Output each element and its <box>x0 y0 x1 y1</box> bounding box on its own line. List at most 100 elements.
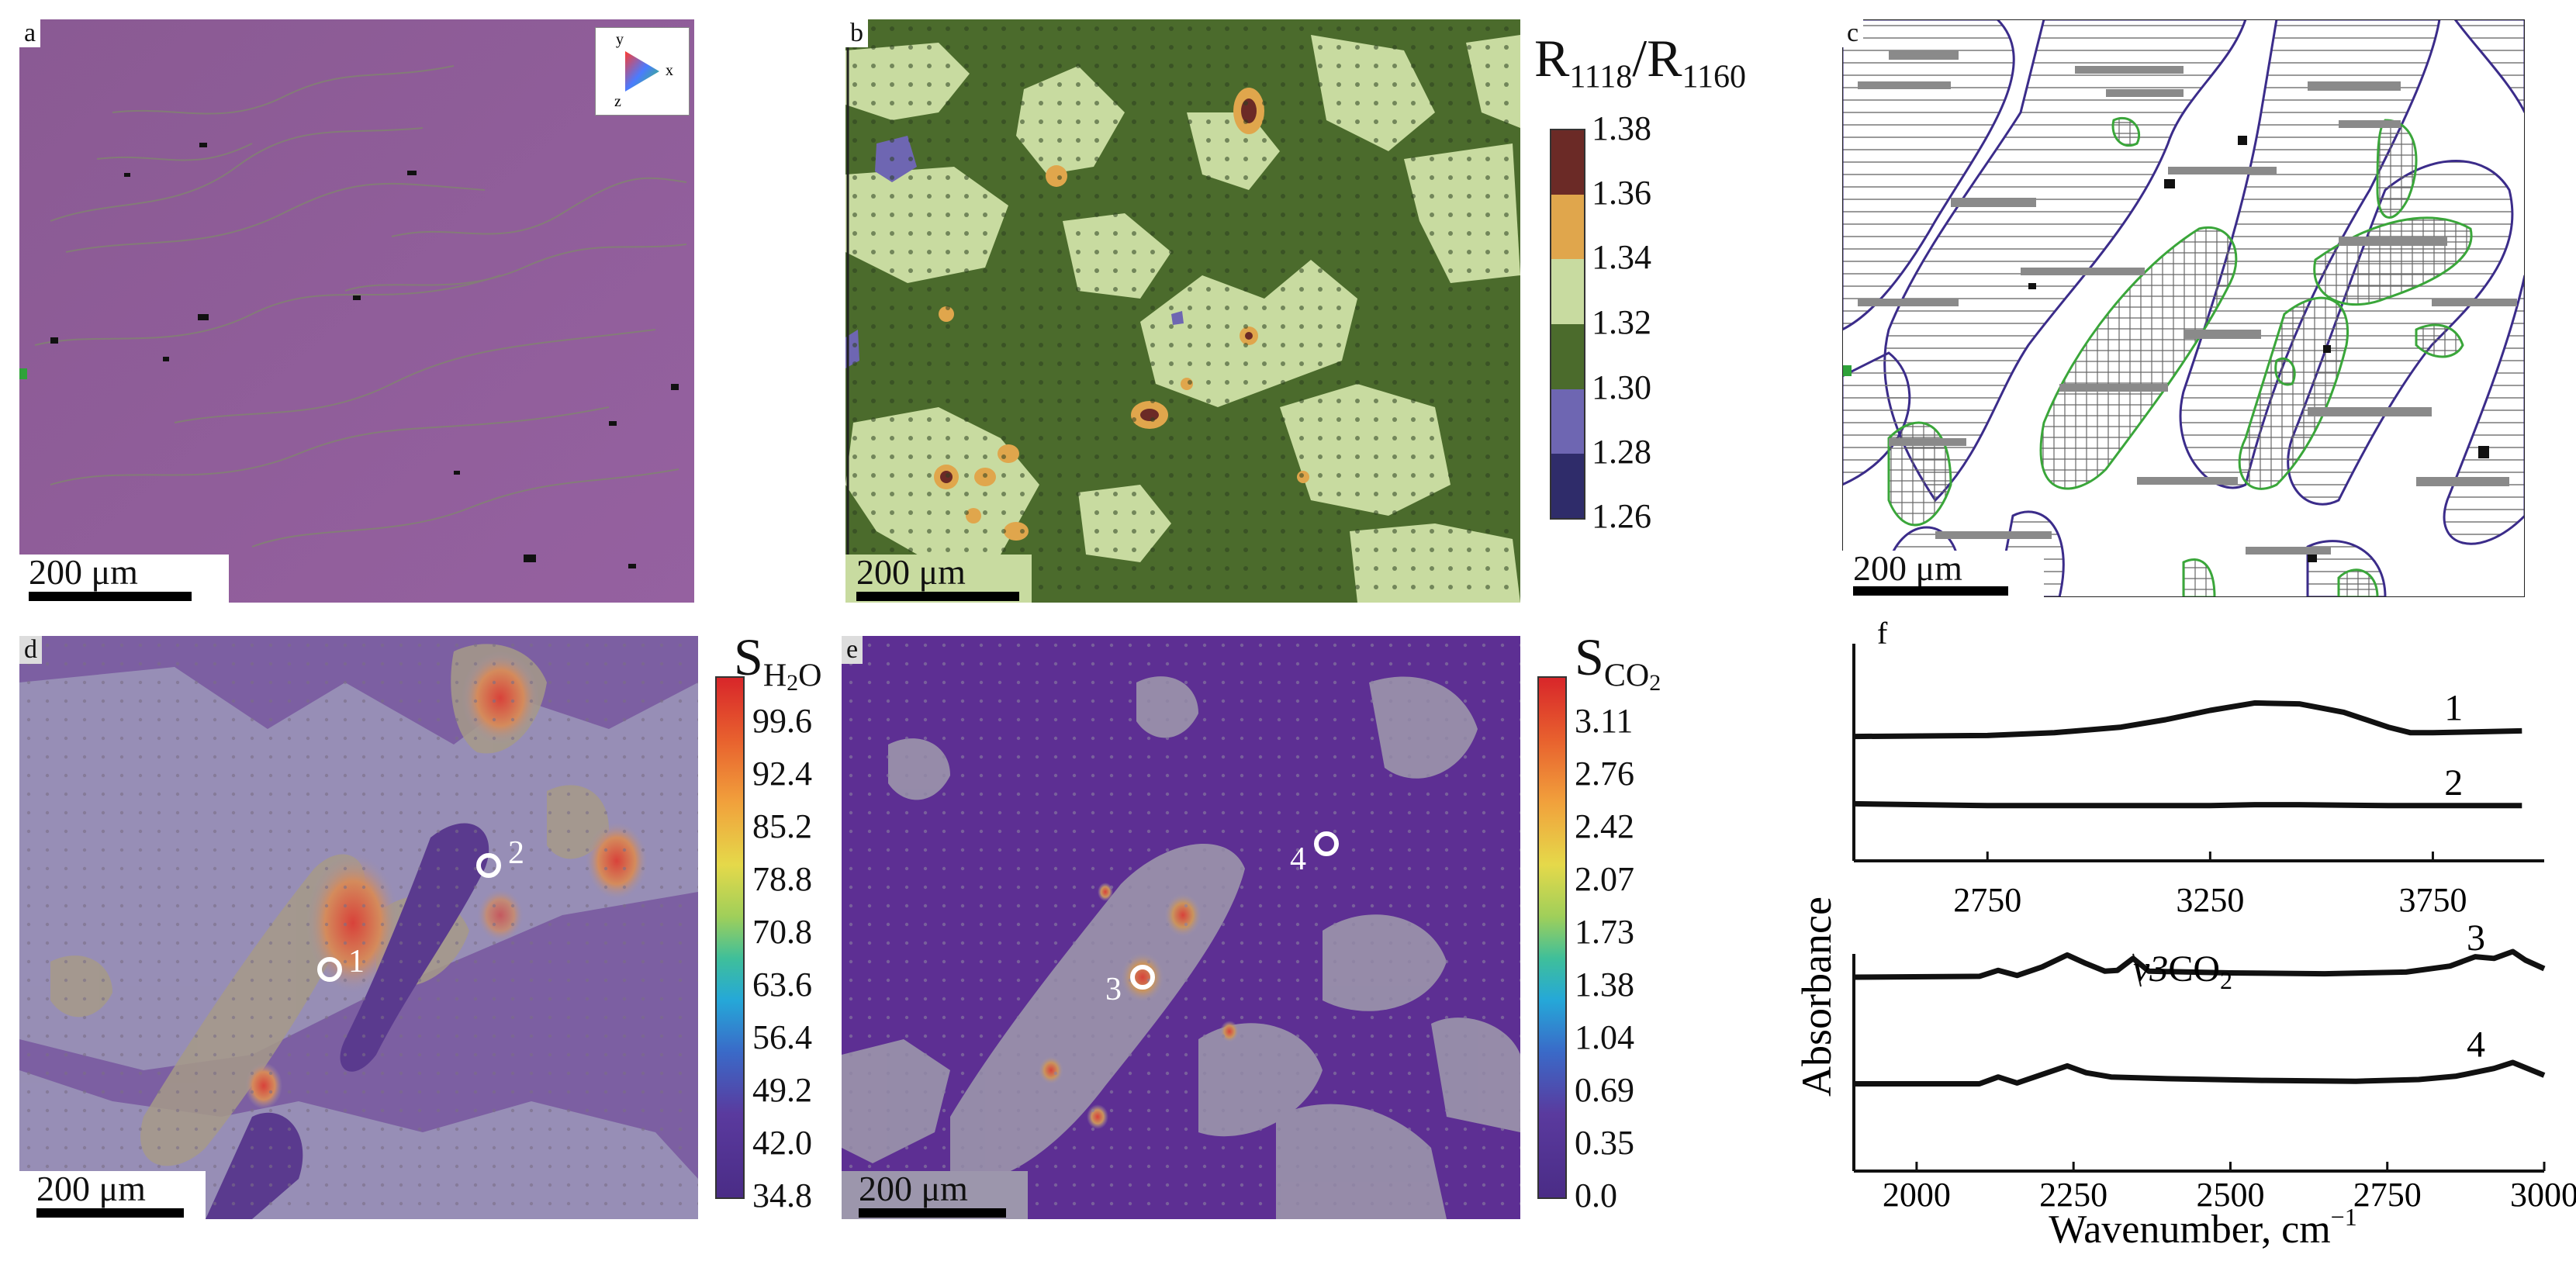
colorbar-d-title-sub-tail: O <box>798 658 822 694</box>
colorbar-e <box>1537 676 1567 1199</box>
measurement-point-4 <box>1314 831 1339 856</box>
y-axis-label: Absorbance <box>1793 897 1840 1097</box>
colorbar-b-title-sub1: 1118 <box>1569 59 1633 95</box>
panel-d: 1 2 d 200 μm <box>19 636 698 1219</box>
colorbar-b-tick: 1.28 <box>1592 433 1651 471</box>
colorbar-b-title-sep: /R <box>1632 29 1682 88</box>
colorbar-e-title-sub: CO <box>1603 658 1650 694</box>
co2-annotation-leader <box>2132 953 2142 987</box>
series-label-4: 4 <box>2467 1024 2485 1066</box>
colorbar-b-seg-4 <box>1551 324 1584 389</box>
measurement-point-1 <box>317 957 342 982</box>
x-tick-label: 3750 <box>2398 881 2467 919</box>
series-line-4 <box>1854 1059 2546 1087</box>
colorbar-d <box>715 676 745 1199</box>
panel-b-scale-bar: 200 μm <box>845 555 1032 603</box>
colorbar-d-title-sub: H <box>762 658 787 694</box>
colorbar-e-tick: 0.0 <box>1575 1176 1617 1214</box>
colorbar-e-title-main: S <box>1575 627 1604 686</box>
colorbar-d-tick: 49.2 <box>752 1071 812 1109</box>
colorbar-e-tick: 2.07 <box>1575 860 1634 898</box>
colorbar-d-tick: 99.6 <box>752 702 812 740</box>
colorbar-d-title-main: S <box>734 627 763 686</box>
colorbar-d-tick: 56.4 <box>752 1018 812 1056</box>
x-tick-label: 2750 <box>2353 1176 2422 1214</box>
panel-d-water-map <box>19 636 698 1219</box>
panel-f-label: f <box>1877 616 1888 651</box>
triad-z-label: z <box>614 93 621 110</box>
panel-b: b 200 μm <box>845 19 1520 603</box>
panel-a-scale-line <box>29 592 192 601</box>
colorbar-b-title-sub2: 1160 <box>1682 59 1746 95</box>
colorbar-d-tick: 85.2 <box>752 807 812 845</box>
panel-e-scale-bar: 200 μm <box>842 1171 1028 1219</box>
panel-c-scale-text: 200 μm <box>1853 548 1962 588</box>
colorbar-e-tick: 3.11 <box>1575 702 1634 740</box>
colorbar-d-tick: 34.8 <box>752 1176 812 1214</box>
x-tick-label: 2250 <box>2039 1176 2107 1214</box>
colorbar-b-tick: 1.30 <box>1592 368 1651 406</box>
colorbar-b-seg-5 <box>1551 389 1584 454</box>
colorbar-e-tick: 2.76 <box>1575 755 1634 793</box>
x-tick-label: 3000 <box>2510 1176 2576 1214</box>
panel-e-scale-line <box>859 1208 1006 1218</box>
colorbar-b-title-main: R <box>1534 29 1570 88</box>
series-line-2 <box>1853 800 2522 809</box>
colorbar-d-tick: 63.6 <box>752 966 812 1004</box>
orientation-triad: y x z <box>595 27 690 116</box>
colorbar-b-tick: 1.34 <box>1592 238 1651 276</box>
panel-d-scale-bar: 200 μm <box>19 1171 206 1219</box>
colorbar-e-title: SCO2 <box>1575 630 1661 710</box>
panel-b-label: b <box>845 19 868 47</box>
colorbar-e-tick: 1.04 <box>1575 1018 1634 1056</box>
series-label-1: 1 <box>2444 687 2463 728</box>
panel-a-label: a <box>19 19 41 47</box>
panel-f: f Absorbance 1 2 3 4 2750 3250 3750 2000 2250 25… <box>1769 613 2576 1268</box>
colorbar-d-tick: 78.8 <box>752 860 812 898</box>
series-line-1 <box>1853 700 2522 740</box>
panel-c-scale-bar: 200 μm <box>1842 551 2044 597</box>
series-line-3 <box>1853 948 2546 980</box>
colorbar-b-tick: 1.36 <box>1592 174 1651 212</box>
colorbar-e-tick: 1.73 <box>1575 913 1634 951</box>
panel-e-label: e <box>842 636 863 664</box>
x-axis-label: Wavenumber, cm−1 <box>2049 1203 2356 1252</box>
panel-c-scale-line <box>1853 586 2008 596</box>
colorbar-e-tick: 0.35 <box>1575 1124 1634 1162</box>
colorbar-d-tick: 70.8 <box>752 913 812 951</box>
point-label-1: 1 <box>348 944 365 980</box>
triad-icon <box>625 51 659 92</box>
colorbar-d-tick: 42.0 <box>752 1124 812 1162</box>
colorbar-b-seg-1 <box>1551 130 1584 195</box>
x-tick-label: 2750 <box>1953 881 2021 919</box>
panel-d-scale-text: 200 μm <box>36 1169 146 1208</box>
panel-b-scale-line <box>856 592 1019 601</box>
x-tick-label: 2500 <box>2196 1176 2264 1214</box>
panel-e-scale-text: 200 μm <box>859 1169 968 1208</box>
co2-annotation-text: v3CO2 <box>2133 948 2232 994</box>
panel-d-label: d <box>19 636 42 664</box>
series-layer: 1 2 3 4 <box>1853 687 2546 1087</box>
axes-layer <box>1852 644 2546 1173</box>
x-tick-label: 3250 <box>2176 881 2244 919</box>
spectra-chart: f Absorbance 1 2 3 4 2750 3250 3750 2000 2250 25… <box>1793 616 2576 1252</box>
colorbar-e-tick: 0.69 <box>1575 1071 1634 1109</box>
colorbar-e-title-sub-num: 2 <box>1649 670 1661 696</box>
colorbar-b-seg-6 <box>1551 454 1584 518</box>
panel-c: c 200 μm <box>1842 19 2525 597</box>
colorbar-b-tick: 1.32 <box>1592 303 1651 341</box>
panel-e: 3 4 e 200 μm <box>842 636 1520 1219</box>
colorbar-b-tick: 1.26 <box>1592 497 1651 535</box>
series-label-3: 3 <box>2467 917 2485 959</box>
point-label-3: 3 <box>1105 972 1122 1007</box>
co2-annotation: v3CO2 <box>2132 948 2232 994</box>
colorbar-d-title: SH2O <box>734 630 822 710</box>
colorbar-d-tick: 92.4 <box>752 755 812 793</box>
point-label-4: 4 <box>1290 841 1306 877</box>
series-label-2: 2 <box>2444 762 2463 803</box>
panel-a: y x z a 200 μm <box>19 19 694 603</box>
colorbar-e-tick: 2.42 <box>1575 807 1634 845</box>
panel-a-scale-text: 200 μm <box>29 552 138 592</box>
colorbar-b-title: R1118/R1160 <box>1534 31 1746 105</box>
panel-e-co2-map <box>842 636 1520 1219</box>
